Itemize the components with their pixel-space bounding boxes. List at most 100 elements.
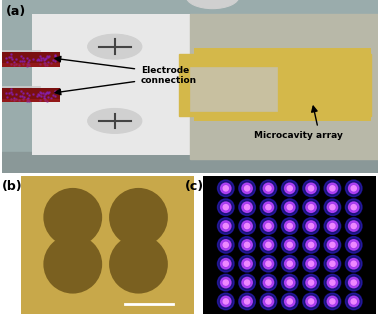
Ellipse shape — [43, 188, 102, 247]
Text: (c): (c) — [185, 180, 204, 193]
Ellipse shape — [239, 236, 255, 253]
Point — [35, 56, 41, 61]
Point — [24, 99, 30, 104]
Ellipse shape — [330, 242, 335, 248]
Ellipse shape — [242, 296, 252, 307]
Point — [11, 95, 17, 100]
Ellipse shape — [263, 183, 274, 194]
Ellipse shape — [348, 240, 359, 250]
Bar — [2, 99, 60, 102]
Point — [41, 61, 47, 66]
Point — [25, 98, 32, 103]
Point — [34, 93, 40, 98]
Ellipse shape — [309, 242, 313, 248]
Ellipse shape — [324, 236, 341, 253]
Point — [38, 58, 44, 63]
Point — [41, 96, 48, 101]
Point — [13, 97, 19, 102]
Ellipse shape — [266, 204, 271, 210]
Ellipse shape — [306, 277, 316, 288]
Ellipse shape — [220, 277, 231, 288]
Ellipse shape — [223, 204, 228, 210]
Point — [44, 98, 51, 103]
Ellipse shape — [348, 221, 359, 231]
Ellipse shape — [285, 296, 295, 307]
Point — [18, 53, 24, 58]
Ellipse shape — [244, 280, 250, 285]
Ellipse shape — [260, 218, 277, 234]
Ellipse shape — [351, 242, 356, 248]
Ellipse shape — [109, 235, 168, 294]
Circle shape — [186, 0, 239, 9]
Point — [44, 60, 51, 65]
Ellipse shape — [263, 296, 274, 307]
Ellipse shape — [282, 293, 298, 310]
Point — [42, 56, 48, 61]
Point — [44, 95, 51, 100]
Point — [48, 96, 54, 101]
Point — [44, 90, 51, 95]
Ellipse shape — [330, 223, 335, 229]
Point — [37, 54, 43, 59]
Ellipse shape — [348, 277, 359, 288]
Point — [37, 89, 43, 94]
Ellipse shape — [324, 274, 341, 291]
Point — [41, 93, 47, 98]
Point — [52, 58, 58, 63]
Point — [38, 90, 44, 95]
Bar — [190, 14, 378, 159]
Ellipse shape — [220, 259, 231, 269]
Ellipse shape — [306, 259, 316, 269]
Ellipse shape — [217, 218, 234, 234]
Point — [3, 55, 9, 60]
Ellipse shape — [345, 199, 362, 216]
Ellipse shape — [309, 186, 313, 191]
Ellipse shape — [220, 183, 231, 194]
Bar — [2, 63, 60, 67]
Point — [37, 62, 43, 67]
Ellipse shape — [266, 242, 271, 248]
Ellipse shape — [217, 274, 234, 291]
Point — [24, 91, 30, 96]
Point — [11, 62, 17, 67]
Point — [24, 97, 30, 102]
Ellipse shape — [306, 221, 316, 231]
Ellipse shape — [351, 204, 356, 210]
Ellipse shape — [223, 280, 228, 285]
Point — [11, 60, 17, 65]
Ellipse shape — [239, 199, 255, 216]
Ellipse shape — [43, 235, 102, 294]
Ellipse shape — [266, 299, 271, 304]
Point — [21, 59, 27, 64]
Point — [17, 94, 23, 99]
Ellipse shape — [266, 186, 271, 191]
Point — [34, 58, 40, 63]
Ellipse shape — [217, 199, 234, 216]
Ellipse shape — [109, 188, 168, 247]
Ellipse shape — [282, 274, 298, 291]
Point — [24, 97, 30, 102]
Point — [9, 56, 15, 61]
Point — [18, 89, 24, 94]
Ellipse shape — [260, 256, 277, 272]
Point — [25, 60, 32, 65]
Point — [20, 61, 26, 66]
Ellipse shape — [330, 280, 335, 285]
Ellipse shape — [327, 296, 337, 307]
Point — [3, 91, 9, 96]
Ellipse shape — [217, 293, 234, 310]
Point — [13, 92, 19, 97]
Point — [52, 54, 58, 59]
Point — [37, 97, 43, 102]
Ellipse shape — [244, 242, 250, 248]
Ellipse shape — [244, 261, 250, 266]
Ellipse shape — [244, 299, 250, 304]
Ellipse shape — [239, 293, 255, 310]
Ellipse shape — [348, 259, 359, 269]
Ellipse shape — [266, 280, 271, 285]
Ellipse shape — [327, 240, 337, 250]
Ellipse shape — [327, 183, 337, 194]
Point — [44, 54, 50, 59]
Ellipse shape — [287, 299, 292, 304]
Point — [44, 89, 50, 94]
